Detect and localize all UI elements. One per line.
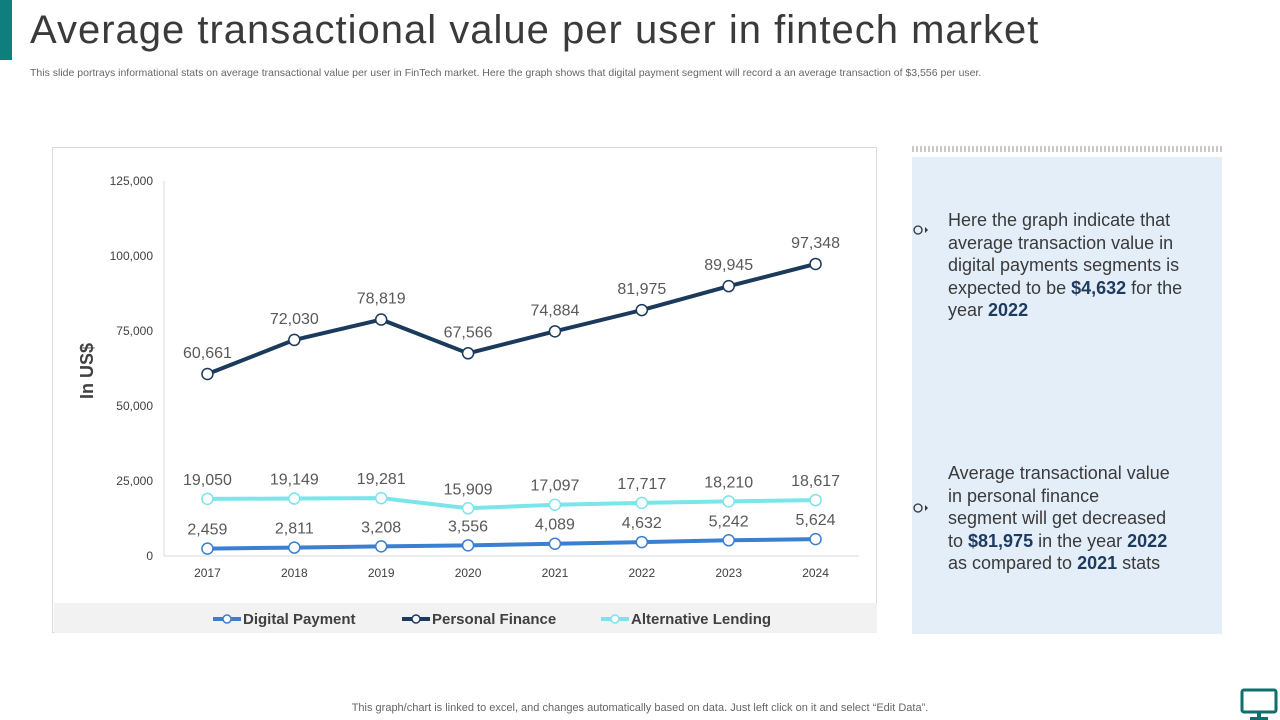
data-label: 81,975 [617, 281, 666, 298]
data-label: 4,632 [622, 515, 662, 532]
footer-note: This graph/chart is linked to excel, and… [351, 702, 929, 714]
data-label: 15,909 [444, 481, 493, 498]
x-tick-label: 2020 [455, 566, 482, 580]
highlight-year: 2022 [1127, 530, 1168, 551]
legend-marker [411, 614, 421, 624]
data-point[interactable] [635, 535, 649, 549]
x-tick-label: 2018 [281, 566, 308, 580]
data-label: 97,348 [791, 235, 840, 252]
data-point[interactable] [201, 367, 214, 381]
legend-label[interactable]: Personal Finance [432, 611, 556, 628]
data-label: 74,884 [530, 302, 579, 319]
data-label: 19,050 [183, 472, 232, 489]
series-line-digital-payment[interactable] [207, 537, 816, 551]
x-tick-label: 2024 [802, 566, 829, 580]
data-label: 3,208 [361, 519, 401, 536]
data-point[interactable] [374, 540, 388, 553]
y-tick-label: 25,000 [116, 474, 153, 488]
page-title: Average transactional value per user in … [30, 8, 1040, 52]
data-point[interactable] [722, 495, 735, 508]
legend-marker [610, 614, 620, 624]
x-tick-label: 2021 [542, 566, 569, 580]
insight-bullet-1: Here the graph indicate that average tra… [948, 210, 1183, 320]
data-point[interactable] [722, 534, 735, 547]
x-tick-label: 2017 [194, 566, 221, 580]
y-tick-label: 0 [146, 549, 153, 563]
data-point[interactable] [288, 492, 301, 505]
data-label: 18,210 [704, 474, 753, 491]
data-point[interactable] [201, 542, 214, 555]
data-label: 67,566 [444, 324, 493, 341]
data-point[interactable] [809, 493, 822, 507]
data-point[interactable] [461, 539, 475, 552]
data-point[interactable] [461, 347, 475, 360]
data-point[interactable] [461, 502, 475, 515]
chart-container[interactable]: In US$ 0 25,000 50,000 75,000 100,000 125,000… [52, 147, 877, 633]
legend-label[interactable]: Alternative Lending [631, 611, 771, 628]
data-label: 2,811 [275, 521, 314, 538]
data-label: 2,459 [187, 522, 227, 539]
highlight-value: $4,632 [1071, 277, 1127, 298]
data-label: 4,089 [535, 517, 575, 534]
data-point[interactable] [288, 541, 301, 554]
y-tick-label: 50,000 [116, 399, 153, 413]
line-chart[interactable]: In US$ 0 25,000 50,000 75,000 100,000 125,000… [53, 148, 878, 634]
data-label: 3,556 [448, 518, 488, 535]
legend-background [54, 603, 877, 633]
data-point[interactable] [548, 498, 562, 511]
data-point[interactable] [201, 492, 214, 506]
y-tick-label: 125,000 [110, 174, 154, 188]
legend-label[interactable]: Digital Payment [243, 611, 356, 628]
highlight-year: 2021 [1077, 553, 1118, 573]
data-label: 19,281 [357, 471, 406, 488]
data-label: 89,945 [704, 257, 753, 274]
title-accent-bar [0, 0, 12, 60]
series-line-personal-finance[interactable] [206, 262, 817, 376]
data-label: 78,819 [357, 291, 406, 308]
series-line-alternative-lending[interactable] [207, 496, 816, 511]
data-label: 17,717 [617, 476, 666, 493]
circle-arrow-icon [913, 503, 928, 513]
x-tick-label: 2023 [715, 566, 742, 580]
monitor-icon [1240, 688, 1278, 720]
data-point[interactable] [548, 537, 562, 550]
x-tick-label: 2019 [368, 566, 395, 580]
y-axis-label: In US$ [77, 343, 97, 399]
x-tick-label: 2022 [628, 566, 655, 580]
insight-panel [912, 157, 1222, 634]
data-point[interactable] [374, 313, 388, 326]
data-label: 60,661 [183, 345, 232, 362]
legend-marker [222, 614, 232, 624]
data-label: 5,242 [709, 513, 749, 530]
circle-arrow-icon [913, 225, 928, 235]
data-point[interactable] [635, 496, 649, 510]
highlight-value: $81,975 [968, 530, 1034, 551]
page-subtitle: This slide portrays informational stats … [30, 67, 982, 79]
panel-decoration [912, 146, 1222, 152]
y-tick-label: 100,000 [110, 249, 154, 263]
data-point[interactable] [809, 257, 822, 271]
data-point[interactable] [635, 303, 649, 317]
data-point[interactable] [548, 325, 562, 338]
data-point[interactable] [288, 333, 301, 347]
data-label: 5,624 [796, 512, 836, 529]
data-label: 17,097 [530, 478, 579, 495]
insight-bullet-2: Average transactional value in personal … [948, 463, 1170, 573]
data-label: 19,149 [270, 472, 319, 489]
data-point[interactable] [374, 491, 388, 505]
data-label: 72,030 [270, 311, 319, 328]
data-point[interactable] [809, 532, 822, 546]
data-label: 18,617 [791, 473, 840, 490]
data-point[interactable] [722, 279, 735, 293]
y-tick-label: 75,000 [116, 324, 153, 338]
highlight-year: 2022 [988, 300, 1029, 320]
